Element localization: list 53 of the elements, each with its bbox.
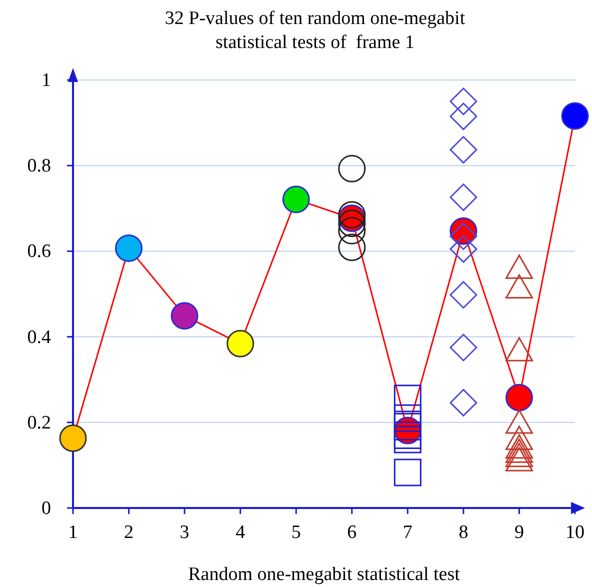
x-tick-label: 5 <box>291 522 301 543</box>
point <box>394 384 422 412</box>
chart-title: 32 P-values of ten random one-megabit statistical tests of frame 1 <box>164 8 466 53</box>
point <box>505 410 533 434</box>
point <box>561 102 589 130</box>
y-tick-label: 0.2 <box>27 412 51 434</box>
point <box>338 234 366 262</box>
point <box>338 210 366 238</box>
y-tick-label: 0.6 <box>27 241 51 262</box>
x-tick-label: 7 <box>402 522 412 543</box>
y-tick-label: 1 <box>42 70 51 91</box>
point <box>505 434 533 459</box>
y-tick-label: 0.8 <box>27 156 51 177</box>
x-tick-label: 10 <box>566 522 584 543</box>
point <box>505 442 533 468</box>
point <box>505 447 533 472</box>
point <box>505 438 533 463</box>
x-tick-label: 6 <box>347 522 357 543</box>
point <box>282 186 310 214</box>
x-tick-label: 4 <box>236 522 246 543</box>
point <box>170 302 198 330</box>
point <box>450 222 478 250</box>
point <box>115 234 143 262</box>
x-tick-label: 2 <box>124 522 134 543</box>
x-tick-label: 9 <box>514 522 524 543</box>
point <box>394 458 422 486</box>
point <box>505 337 533 362</box>
point <box>505 274 533 299</box>
point <box>338 216 366 244</box>
point <box>450 184 478 212</box>
point <box>59 424 87 452</box>
point <box>450 235 478 263</box>
point <box>394 412 422 440</box>
y-tick-label: 0.4 <box>27 326 52 348</box>
point <box>394 404 422 432</box>
point <box>226 330 254 358</box>
point <box>450 88 478 116</box>
x-tick-label: 1 <box>68 522 78 543</box>
x-tick-label: 3 <box>180 522 190 543</box>
point <box>505 384 533 412</box>
point <box>450 334 478 362</box>
point <box>450 136 478 164</box>
x-axis-title: Random one-megabit statistical test <box>188 564 461 585</box>
y-tick-label: 0 <box>42 498 51 519</box>
point <box>450 102 478 130</box>
point <box>450 281 478 309</box>
point <box>394 426 422 454</box>
point <box>338 154 366 182</box>
point <box>505 254 533 279</box>
point <box>450 388 478 416</box>
point <box>394 421 422 449</box>
point <box>505 426 533 450</box>
x-tick-label: 8 <box>458 522 468 543</box>
